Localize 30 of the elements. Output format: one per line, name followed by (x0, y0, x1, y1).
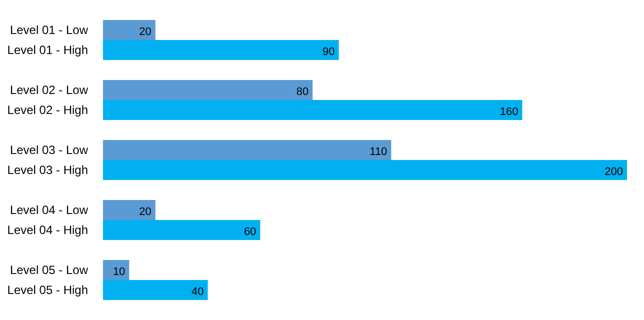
bar (103, 40, 339, 60)
y-tick-label: Level 04 - High (7, 223, 88, 238)
y-tick-label: Level 05 - High (7, 283, 88, 298)
bar (103, 260, 130, 280)
y-tick-label: Level 03 - Low (10, 143, 88, 158)
bar (103, 100, 522, 120)
bar (103, 220, 260, 240)
data-label: 10 (112, 266, 126, 278)
data-label: 40 (192, 286, 204, 298)
y-tick-label: Level 02 - High (7, 103, 88, 118)
y-tick-label: Level 05 - Low (10, 263, 88, 278)
data-label: 60 (244, 226, 256, 238)
y-tick-label: Level 01 - High (7, 43, 88, 58)
y-tick-label: Level 01 - Low (10, 23, 88, 38)
bar (103, 280, 208, 300)
bar (103, 160, 627, 180)
y-tick-label: Level 02 - Low (10, 83, 88, 98)
data-label: 160 (500, 106, 518, 118)
data-label: 20 (139, 26, 152, 38)
data-label: 200 (604, 166, 623, 178)
y-tick-label: Level 04 - Low (10, 203, 88, 218)
data-label: 110 (370, 146, 388, 158)
bar (103, 140, 392, 160)
bar (103, 20, 156, 40)
data-label: 80 (296, 86, 309, 98)
data-label: 20 (139, 206, 152, 218)
bar (103, 200, 156, 220)
y-tick-label: Level 03 - High (7, 163, 88, 178)
data-label: 90 (322, 46, 335, 58)
bar (103, 80, 313, 100)
